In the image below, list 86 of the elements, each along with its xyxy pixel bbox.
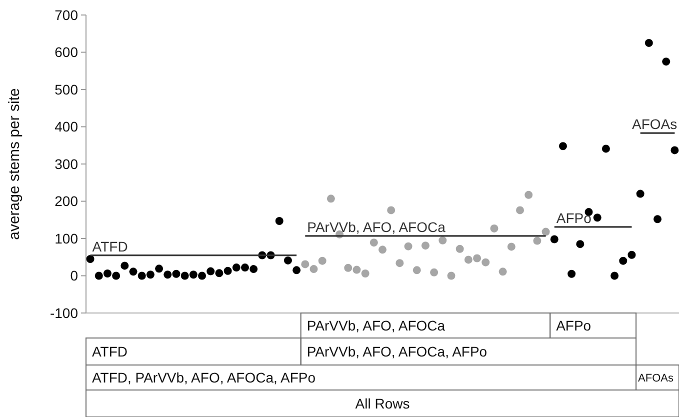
point [482,258,490,266]
point [112,272,120,280]
point [456,244,464,253]
point [412,266,421,274]
y-axis-title: average stems per site [6,88,23,240]
y-tick-label: 100 [54,230,78,246]
point [558,142,567,150]
point [404,242,412,250]
point [120,262,129,270]
point [292,266,301,274]
point [86,254,94,263]
point [628,250,636,259]
point [103,270,112,278]
point [215,269,224,278]
point [310,265,318,274]
point [344,264,352,272]
y-tick-label: 600 [54,44,78,60]
point [172,270,180,278]
y-tick-label: 700 [54,6,78,23]
point [421,242,430,250]
point [318,256,326,265]
point [370,238,378,247]
point [473,254,482,262]
point [129,268,138,276]
series-label: AFOAs [632,116,678,132]
point [550,235,558,244]
text: PArVVb, AFO, AFOCa [306,317,446,334]
text: ATFD, PArVVb, AFO, AFOCa, AFPo [92,369,316,386]
point [240,264,249,272]
point [593,214,602,222]
point [361,270,370,278]
text: All Rows [355,395,410,412]
point [602,144,610,153]
series-label: AFPo [556,210,592,226]
point [250,265,258,274]
point [301,260,310,268]
point [430,268,438,276]
point [387,206,396,214]
point [326,194,335,203]
point [224,266,232,275]
point [438,236,447,244]
point [662,58,670,66]
point [189,270,198,279]
point [670,146,679,154]
point [146,270,154,279]
point [180,272,189,280]
point [198,272,206,280]
point [516,206,524,214]
point [533,236,542,245]
point [396,259,404,268]
point [275,216,284,225]
point [542,228,550,236]
point [576,240,584,248]
point [498,268,507,276]
point [636,190,644,198]
series-label: PArVVb, AFO, AFOCa [307,218,446,235]
point [378,246,386,254]
y-tick-label: 400 [54,118,78,135]
series-label: ATFD [92,238,128,254]
point [447,272,456,280]
point [94,272,103,280]
point [138,272,146,280]
point [507,242,516,251]
point [644,38,653,47]
point [490,224,498,232]
point [232,264,240,272]
text: PArVVb, AFO, AFOCa, AFPo [306,343,488,360]
text: AFOAs [638,372,674,384]
text: ATFD [92,343,128,360]
point [284,256,292,264]
point [568,270,576,278]
point [164,270,172,279]
point [610,272,619,280]
y-tick-label: 0 [70,268,78,284]
text: AFPo [556,317,592,334]
point [524,190,533,199]
y-tick-label: -100 [50,304,78,321]
point [619,256,628,265]
y-tick-label: 200 [54,193,78,210]
point [155,264,164,273]
point [206,267,215,276]
y-tick-label: 500 [54,81,78,98]
point [464,256,472,264]
point [654,215,662,224]
point [352,266,361,274]
y-tick-label: 300 [54,156,78,172]
